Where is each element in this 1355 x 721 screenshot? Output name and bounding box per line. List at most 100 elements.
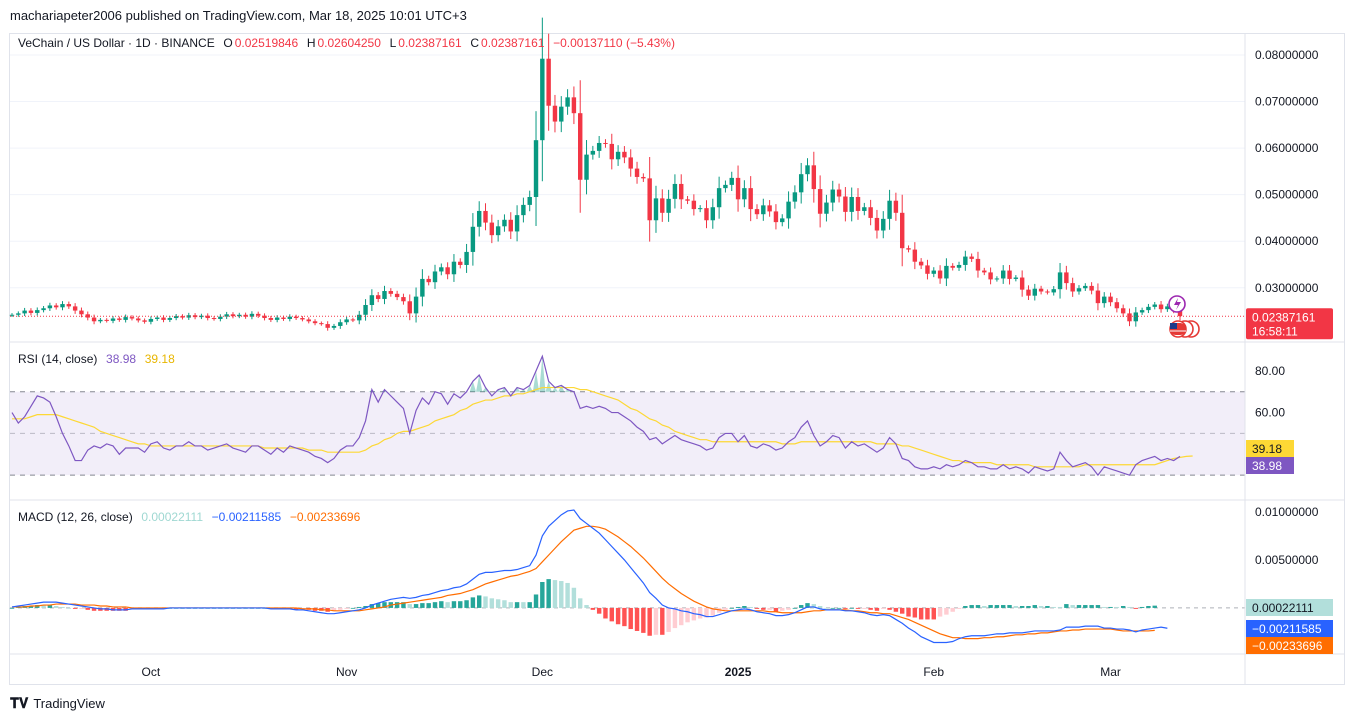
candle-body xyxy=(767,205,772,212)
macd-histogram-bar xyxy=(742,606,747,608)
candle-body xyxy=(862,207,867,211)
macd-pane xyxy=(9,509,1245,644)
macd-histogram-bar xyxy=(666,607,671,632)
low-value: 0.02387161 xyxy=(398,36,462,50)
candle-body xyxy=(1152,304,1157,307)
candle-body xyxy=(350,319,356,321)
candle-body xyxy=(243,314,248,317)
macd-histogram-bar xyxy=(855,607,861,609)
candle-body xyxy=(230,314,236,317)
candle-body xyxy=(489,222,495,236)
candle-body xyxy=(1064,272,1069,284)
macd-histogram-bar xyxy=(578,598,583,608)
macd-histogram-bar xyxy=(710,607,716,616)
candle-body xyxy=(565,97,570,107)
macd-histogram-bar xyxy=(761,607,766,610)
candle-body xyxy=(925,265,930,274)
rsi-overbought-fill xyxy=(368,356,571,392)
macd-histogram-bar xyxy=(956,607,962,609)
candle-body xyxy=(205,315,210,319)
macd-hist-tag xyxy=(1246,599,1333,616)
candle-body xyxy=(647,178,652,221)
macd-histogram-bar xyxy=(476,595,482,608)
candle-body xyxy=(956,264,962,268)
candle-body xyxy=(982,270,987,273)
macd-histogram-bar xyxy=(413,604,419,608)
candle-body xyxy=(1026,289,1031,296)
candle-body xyxy=(66,304,72,307)
candle-body xyxy=(824,202,829,214)
candle-body xyxy=(237,314,242,317)
candle-body xyxy=(129,317,135,319)
macd-histogram-bar xyxy=(53,606,59,608)
macd-histogram-bar xyxy=(445,602,450,608)
macd-histogram-bar xyxy=(792,607,798,609)
candle-body xyxy=(634,168,640,177)
macd-histogram-bar xyxy=(571,587,577,608)
macd-histogram-bar xyxy=(1026,606,1031,608)
macd-histogram-bar xyxy=(338,607,343,610)
macd-histogram-bar xyxy=(66,607,72,609)
macd-histogram-bar xyxy=(811,604,817,608)
candle-body xyxy=(994,278,1000,280)
candle-body xyxy=(691,200,697,210)
price-axis-tick-label: 0.03000000 xyxy=(1255,281,1319,295)
candle-body xyxy=(161,317,166,320)
candle-body xyxy=(578,113,583,180)
macd-histogram-bar xyxy=(969,605,974,608)
candle-body xyxy=(881,218,886,231)
macd-histogram-bar xyxy=(514,602,520,608)
macd-histogram-bar xyxy=(906,607,911,617)
price-axis-tick-label: 0.06000000 xyxy=(1255,141,1319,155)
candle-body xyxy=(1070,283,1075,292)
macd-histogram-bar xyxy=(653,607,659,635)
macd-histogram-bar xyxy=(697,607,703,619)
candle-body xyxy=(186,315,191,318)
macd-histogram-bar xyxy=(634,607,640,631)
candle-body xyxy=(836,189,842,197)
macd-histogram-bar xyxy=(849,607,854,609)
candle-body xyxy=(331,325,337,328)
macd-histogram-bar xyxy=(1102,606,1107,608)
candle-body xyxy=(1038,288,1044,292)
candle-body xyxy=(609,143,614,160)
high-value: 0.02604250 xyxy=(317,36,381,50)
macd-histogram-bar xyxy=(647,607,652,636)
candle-body xyxy=(742,188,747,200)
macd-histogram-bar xyxy=(1146,606,1151,608)
time-axis-tick-label: Feb xyxy=(923,665,944,679)
candle-body xyxy=(723,184,728,189)
macd-histogram-bar xyxy=(439,601,444,608)
candle-body xyxy=(893,200,899,213)
macd-histogram-bar xyxy=(931,607,936,620)
candle-body xyxy=(761,205,766,215)
candle-body xyxy=(363,304,368,315)
candle-body xyxy=(110,318,116,321)
candle-body xyxy=(180,316,185,318)
macd-signal-tag xyxy=(1246,637,1333,654)
candle-body xyxy=(1127,313,1132,322)
macd-histogram-bar xyxy=(830,607,835,609)
macd-histogram-bar xyxy=(641,607,646,633)
time-axis-tick-label: Mar xyxy=(1100,665,1121,679)
macd-signal-line xyxy=(12,525,1155,640)
macd-histogram-bar xyxy=(1032,605,1037,608)
candle-body xyxy=(306,319,311,322)
candle-body xyxy=(1032,288,1037,296)
macd-histogram-bar xyxy=(502,600,507,608)
rsi-tag xyxy=(1246,457,1294,474)
macd-histogram-bar xyxy=(780,607,785,611)
macd-histogram-bar xyxy=(60,606,65,608)
candle-body xyxy=(407,301,412,314)
macd-histogram-bar xyxy=(1064,604,1069,608)
macd-title: MACD (12, 26, close) xyxy=(18,510,133,524)
macd-histogram-bar xyxy=(735,606,741,608)
lightning-bolt-icon xyxy=(1174,298,1181,310)
macd-histogram-bar xyxy=(344,607,349,609)
candle-body xyxy=(855,196,861,211)
candle-body xyxy=(874,217,880,231)
candle-body xyxy=(136,318,141,321)
candle-body xyxy=(1102,296,1107,304)
macd-histogram-bar xyxy=(937,607,943,617)
